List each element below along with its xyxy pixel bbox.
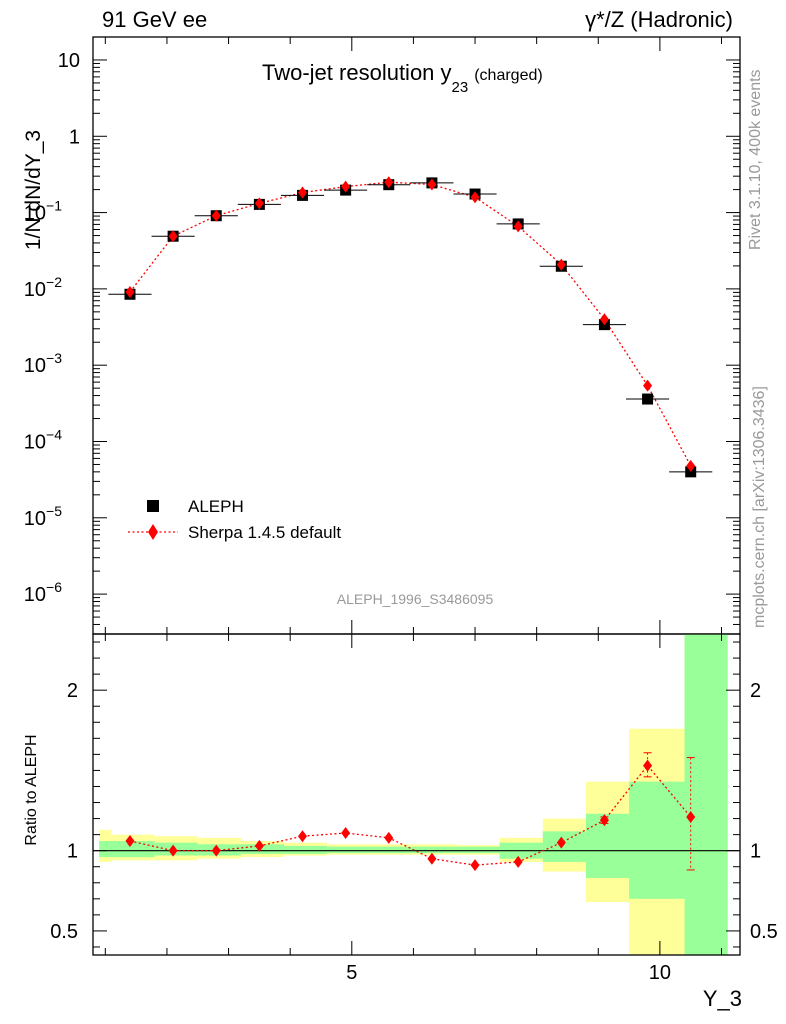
- sherpa-point: [298, 186, 308, 199]
- ratio-point: [211, 844, 221, 857]
- main-y-tick-label: 10−4: [24, 426, 62, 453]
- main-plot-frame: [92, 36, 741, 635]
- ratio-point: [427, 852, 437, 865]
- ratio-sherpa-line: [129, 764, 692, 866]
- uncertainty-band-green: [327, 846, 371, 854]
- uncertainty-band-green: [456, 846, 500, 854]
- main-x-ticks: [104, 37, 723, 634]
- sherpa-point: [599, 313, 609, 326]
- ratio-point: [686, 810, 696, 823]
- header-process-label: γ*/Z (Hadronic): [585, 7, 733, 32]
- sherpa-point: [254, 197, 264, 210]
- sherpa-point: [643, 379, 653, 392]
- uncertainty-band-green: [240, 844, 285, 854]
- ratio-point: [556, 836, 566, 849]
- uncertainty-band-green: [629, 781, 685, 899]
- ratio-plot-panel: 0.5 0.5 1 1 2 2 5 10 Ratio to ALEPH Y_3: [23, 633, 778, 1011]
- uncertainty-band-green: [99, 841, 112, 858]
- main-y-tick-label: 10−5: [24, 503, 62, 530]
- x-axis-label: Y_3: [703, 986, 742, 1011]
- uncertainty-band-green: [684, 634, 728, 955]
- sherpa-point: [341, 180, 351, 193]
- aleph-data-points: [108, 177, 713, 478]
- sherpa-point: [686, 459, 696, 472]
- uncertainty-band-green: [413, 846, 457, 854]
- main-y-tick-label: 10−2: [24, 274, 62, 301]
- uncertainty-band-green: [585, 813, 630, 878]
- ratio-plot-frame: [92, 633, 741, 956]
- ratio-point: [254, 839, 264, 852]
- aleph-point: [642, 393, 654, 405]
- uncertainty-band-green: [370, 846, 414, 854]
- ratio-point: [125, 835, 135, 848]
- main-y-tick-label: 10−1: [24, 198, 62, 225]
- sherpa-point: [470, 191, 480, 204]
- ratio-y-tick-label-right: 0.5: [750, 921, 778, 943]
- main-y-tick-label: 10: [58, 50, 80, 72]
- ratio-point: [599, 814, 609, 827]
- legend-aleph-label: ALEPH: [188, 497, 244, 516]
- rivet-version-label: Rivet 3.1.10, 400k events: [747, 69, 764, 250]
- ratio-y-tick-label-right: 2: [750, 680, 761, 702]
- uncertainty-band-green: [111, 841, 155, 858]
- main-y-axis-label: 1/N dN/dY_3: [22, 130, 45, 250]
- mcplots-reference-label: mcplots.cern.ch [arXiv:1306.3436]: [751, 386, 768, 628]
- main-y-tick-label: 10−3: [24, 350, 62, 377]
- x-tick-label: 5: [346, 962, 357, 984]
- legend-aleph-marker: [147, 500, 159, 512]
- ratio-y-tick-label: 2: [67, 680, 78, 702]
- legend-sherpa-label: Sherpa 1.4.5 default: [188, 523, 341, 542]
- ratio-y-axis-label: Ratio to ALEPH: [23, 734, 40, 845]
- sherpa-point: [427, 178, 437, 191]
- main-plot-panel: 10 1 10−1 10−2 10−3 10−4 10−5 10−6 Two-jet reso…: [22, 36, 741, 635]
- legend: ALEPH Sherpa 1.4.5 default: [128, 497, 341, 542]
- plot-title: Two-jet resolution y23(charged): [262, 60, 543, 96]
- main-y-tick-label: 10−6: [24, 579, 62, 606]
- sherpa-point: [168, 230, 178, 243]
- ratio-point: [168, 844, 178, 857]
- ratio-point: [643, 759, 653, 772]
- legend-sherpa-marker: [148, 524, 158, 540]
- ratio-point: [470, 859, 480, 872]
- sherpa-point: [384, 176, 394, 189]
- ratio-x-ticks: 5 10: [104, 634, 723, 984]
- ratio-point: [341, 827, 351, 840]
- x-tick-label: 10: [649, 962, 671, 984]
- analysis-id-label: ALEPH_1996_S3486095: [337, 591, 494, 607]
- ratio-point: [384, 831, 394, 844]
- ratio-sherpa-points: [125, 752, 696, 872]
- main-y-ticks: 10 1 10−1 10−2 10−3 10−4 10−5 10−6: [24, 36, 740, 635]
- ratio-point: [298, 830, 308, 843]
- ratio-y-ticks: 0.5 0.5 1 1 2 2: [50, 641, 778, 948]
- uncertainty-band-green: [542, 831, 586, 862]
- sherpa-point: [211, 209, 221, 222]
- sherpa-point: [556, 258, 566, 271]
- ratio-y-tick-label-right: 1: [750, 841, 761, 863]
- ratio-y-tick-label: 1: [67, 841, 78, 863]
- sherpa-point: [125, 286, 135, 299]
- sherpa-data-points: [125, 176, 696, 472]
- sherpa-point: [513, 220, 523, 233]
- main-y-tick-label: 1: [69, 126, 80, 148]
- uncertainty-band-green: [284, 845, 328, 854]
- aleph-point: [685, 466, 697, 478]
- ratio-y-tick-label: 0.5: [50, 921, 78, 943]
- ratio-point: [513, 855, 523, 868]
- header-energy-label: 91 GeV ee: [102, 7, 207, 32]
